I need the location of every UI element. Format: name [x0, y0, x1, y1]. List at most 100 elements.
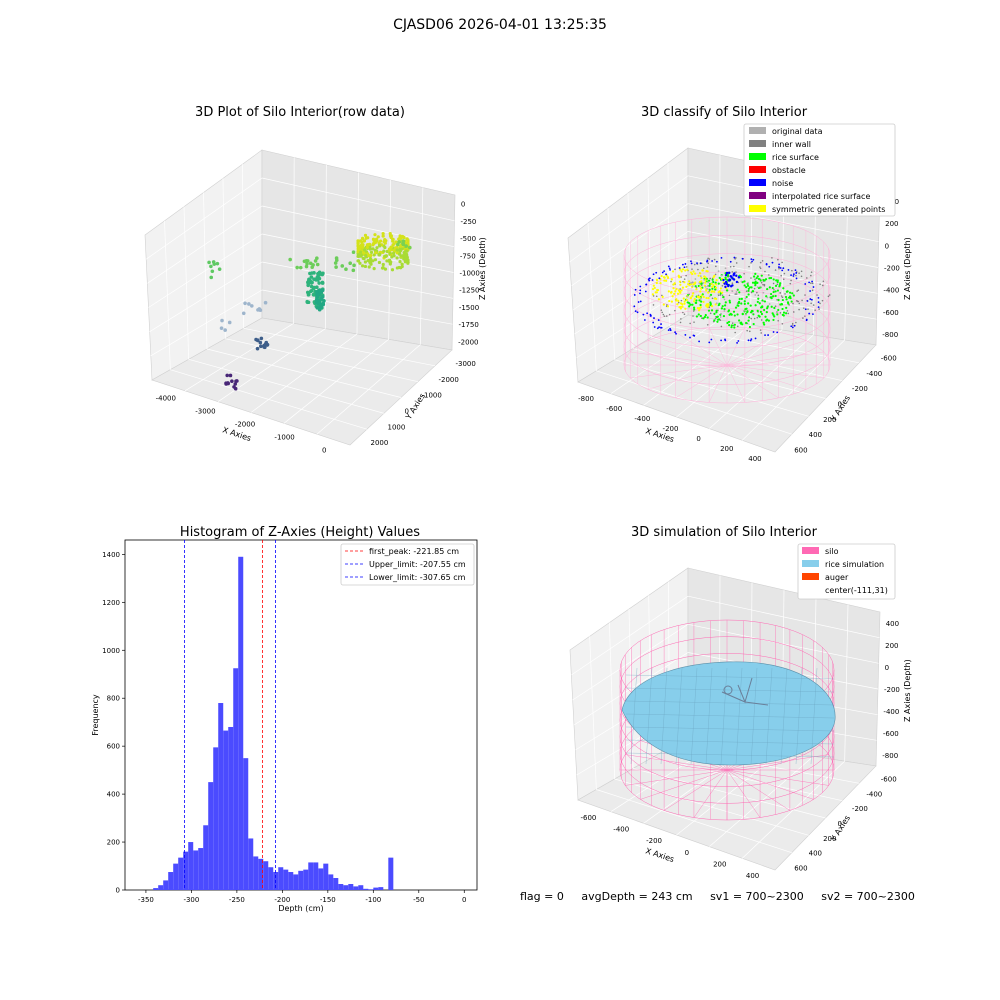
data-point: [777, 308, 780, 312]
data-point: [684, 307, 687, 310]
data-point: [791, 292, 794, 295]
tick-label: 200: [885, 642, 898, 650]
data-point: [714, 273, 717, 276]
data-point: [679, 305, 682, 309]
data-point: [315, 289, 319, 294]
data-point: [652, 273, 655, 276]
data-point: [774, 284, 778, 287]
tick-label: -3000: [195, 408, 215, 416]
data-point: [748, 325, 752, 329]
data-point: [665, 315, 668, 317]
histogram-bar: [313, 862, 319, 890]
histogram-bar: [213, 747, 219, 890]
data-point: [736, 288, 739, 291]
data-point: [797, 289, 800, 291]
data-point: [740, 280, 743, 283]
data-point: [760, 332, 763, 334]
data-point: [759, 261, 762, 264]
histogram-bar: [338, 884, 344, 890]
data-point: [676, 292, 680, 295]
data-point: [707, 291, 710, 294]
data-point: [685, 266, 688, 268]
data-point: [704, 285, 707, 288]
data-point: [773, 288, 775, 291]
data-point: [743, 280, 746, 283]
data-point: [750, 277, 752, 279]
data-point: [731, 290, 734, 292]
data-point: [759, 310, 762, 313]
data-point: [720, 307, 723, 310]
data-point: [209, 264, 213, 269]
data-point: [752, 275, 756, 278]
data-point: [809, 290, 811, 292]
data-point: [756, 309, 759, 312]
data-point: [677, 301, 680, 304]
data-point: [225, 373, 230, 378]
data-point: [692, 315, 694, 317]
data-point: [778, 283, 781, 287]
data-point: [734, 306, 738, 309]
data-point: [766, 318, 769, 321]
data-point: [688, 305, 691, 308]
data-point: [694, 285, 697, 288]
data-point: [733, 272, 736, 275]
data-point: [745, 295, 748, 299]
data-point: [351, 268, 356, 273]
data-point: [679, 321, 682, 324]
data-point: [302, 259, 307, 264]
data-point: [365, 243, 370, 247]
data-point: [720, 256, 723, 259]
data-point: [643, 319, 646, 321]
data-point: [774, 305, 777, 308]
tick-label: -200: [852, 805, 868, 813]
data-point: [792, 311, 795, 313]
data-point: [749, 311, 753, 314]
data-point: [784, 295, 788, 299]
data-point: [385, 259, 389, 263]
data-point: [751, 312, 754, 315]
data-point: [688, 280, 691, 283]
data-point: [776, 283, 779, 286]
data-point: [697, 274, 700, 277]
data-point: [785, 290, 789, 293]
data-point: [819, 302, 821, 305]
grid-line: [150, 289, 263, 357]
data-point: [388, 231, 392, 236]
data-point: [746, 311, 749, 314]
data-point: [810, 271, 813, 273]
data-point: [801, 299, 803, 302]
status-line: flag = 0 avgDepth = 243 cm sv1 = 700~230…: [520, 890, 929, 903]
data-point: [651, 293, 655, 296]
data-point: [809, 298, 812, 300]
data-point: [785, 306, 788, 309]
legend-swatch: [802, 573, 819, 580]
data-point: [726, 289, 729, 292]
silo-spoke: [675, 331, 728, 366]
data-point: [713, 274, 716, 277]
mesh-line: [625, 687, 835, 693]
data-point: [810, 302, 812, 305]
data-point: [362, 256, 366, 261]
data-point: [766, 305, 769, 308]
panel-classify-title: 3D classify of Silo Interior: [641, 105, 808, 120]
data-point: [708, 295, 711, 298]
data-point: [785, 312, 788, 315]
data-point: [731, 322, 734, 324]
data-point: [752, 322, 755, 326]
data-point: [255, 346, 260, 351]
data-point: [754, 337, 757, 340]
data-point: [401, 239, 406, 244]
tick-label: -400: [634, 415, 650, 423]
tick-label: 0: [405, 407, 409, 415]
data-point: [398, 234, 402, 238]
avg-depth-text: avgDepth = 243 cm: [581, 890, 693, 903]
data-point: [746, 284, 750, 287]
data-point: [320, 281, 325, 285]
data-point: [772, 318, 775, 322]
histogram-bar: [323, 863, 329, 890]
grid-line: [569, 175, 689, 263]
tick-label: -1750: [459, 321, 479, 329]
data-point: [786, 310, 789, 312]
data-point: [817, 296, 820, 299]
data-point: [715, 265, 717, 268]
